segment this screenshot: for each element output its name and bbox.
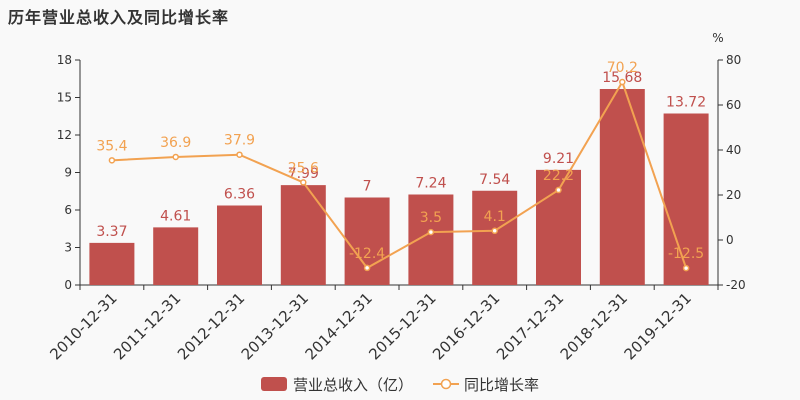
bar-label: 7.54: [479, 172, 510, 188]
line-point[interactable]: [108, 157, 116, 164]
line-label: 70.2: [607, 60, 638, 76]
left-tick-label: 12: [57, 128, 72, 142]
right-tick-label: 60: [726, 98, 741, 112]
x-tick-label: 2011-12-31: [110, 289, 184, 363]
line-point[interactable]: [682, 264, 690, 272]
bar[interactable]: [153, 227, 199, 285]
left-tick-label: 6: [64, 203, 72, 217]
line-label: -12.5: [668, 246, 704, 262]
line-point[interactable]: [363, 264, 371, 272]
legend: 营业总收入（亿） 同比增长率: [0, 372, 800, 396]
left-tick-label: 15: [57, 91, 72, 105]
legend-item-line[interactable]: 同比增长率: [433, 374, 539, 395]
line-label: 35.4: [96, 138, 127, 154]
bar[interactable]: [344, 197, 390, 286]
legend-line-label: 同比增长率: [464, 375, 540, 394]
x-tick-label: 2016-12-31: [429, 289, 503, 363]
bar-label: 4.61: [160, 208, 191, 224]
right-tick-label: 80: [726, 53, 741, 67]
right-tick-label: 0: [726, 233, 734, 247]
x-tick-label: 2013-12-31: [238, 289, 312, 363]
line-label: 4.1: [484, 209, 506, 225]
x-tick-label: 2014-12-31: [302, 289, 376, 363]
legend-bar-swatch: [260, 377, 287, 391]
bar-label: 13.72: [666, 95, 706, 111]
bar-label: 9.21: [543, 151, 574, 167]
line-point[interactable]: [236, 151, 243, 158]
x-tick-label: 2012-12-31: [174, 289, 248, 363]
x-tick-label: 2010-12-31: [46, 289, 120, 363]
legend-bar-label: 营业总收入（亿）: [292, 375, 413, 394]
line-point[interactable]: [555, 186, 562, 194]
line-label: 36.9: [160, 135, 191, 151]
bar-label: 15.68: [602, 70, 642, 86]
growth-line: [111, 79, 688, 270]
legend-item-bar[interactable]: 营业总收入（亿）: [260, 374, 413, 395]
bar[interactable]: [89, 242, 135, 285]
x-tick-label: 2015-12-31: [365, 289, 439, 363]
line-point[interactable]: [300, 179, 307, 186]
bar[interactable]: [408, 194, 454, 286]
right-axis-unit: %: [712, 31, 723, 45]
right-tick-label: 40: [726, 143, 741, 157]
line-point[interactable]: [619, 78, 626, 86]
bar[interactable]: [599, 89, 645, 285]
bars: [89, 89, 709, 286]
x-tick-label: 2018-12-31: [557, 289, 631, 363]
bar[interactable]: [280, 185, 326, 285]
line-point[interactable]: [172, 153, 179, 161]
line-label: -12.4: [349, 246, 385, 262]
legend-line-swatch: [433, 378, 459, 390]
bar-label: 6.36: [224, 187, 255, 203]
bar-label: 7.24: [415, 176, 446, 192]
x-tick-label: 2017-12-31: [493, 289, 567, 363]
bar[interactable]: [663, 113, 709, 286]
bar-label: 3.37: [96, 224, 127, 240]
left-tick-label: 18: [57, 53, 72, 67]
line-point[interactable]: [491, 227, 498, 235]
left-tick-label: 0: [64, 278, 72, 292]
bar[interactable]: [472, 190, 518, 285]
chart-title: 历年营业总收入及同比增长率: [8, 8, 230, 27]
right-tick-label: 20: [726, 188, 741, 202]
line-labels: 35.4 36.9 37.9 25.6 -12.4 3.5 4.1 22.2 70.2 -12.5: [96, 60, 704, 262]
left-tick-label: 9: [64, 166, 72, 180]
x-ticks: 2010-12-312011-12-312012-12-312013-12-31…: [46, 289, 695, 363]
line-point[interactable]: [427, 228, 435, 236]
line-label: 22.2: [543, 168, 574, 184]
line-layer: [108, 78, 690, 272]
line-label: 25.6: [288, 160, 319, 176]
line-label: 37.9: [224, 133, 255, 149]
line-label: 3.5: [420, 210, 442, 226]
left-tick-label: 3: [64, 241, 72, 255]
bar-label: 7: [363, 179, 372, 195]
right-tick-label: -20: [726, 278, 746, 292]
x-tick-label: 2019-12-31: [621, 289, 695, 363]
bar[interactable]: [217, 205, 262, 286]
